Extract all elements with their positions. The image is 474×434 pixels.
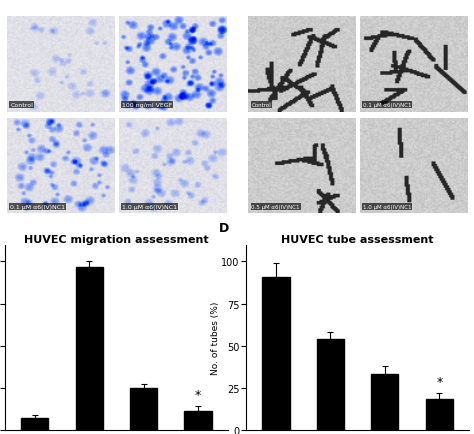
Bar <box>75 267 103 430</box>
Bar <box>184 411 212 430</box>
Text: *: * <box>436 375 442 388</box>
Bar <box>426 399 453 430</box>
Bar <box>130 388 157 430</box>
Bar <box>262 277 290 430</box>
Bar <box>21 418 48 430</box>
Title: HUVEC tube assessment: HUVEC tube assessment <box>282 234 434 244</box>
Title: HUVEC migration assessment: HUVEC migration assessment <box>24 234 209 244</box>
Y-axis label: No. of tubes (%): No. of tubes (%) <box>211 301 220 374</box>
Bar <box>371 374 399 430</box>
Text: *: * <box>195 388 201 401</box>
Bar <box>317 339 344 430</box>
Text: D: D <box>219 221 229 234</box>
